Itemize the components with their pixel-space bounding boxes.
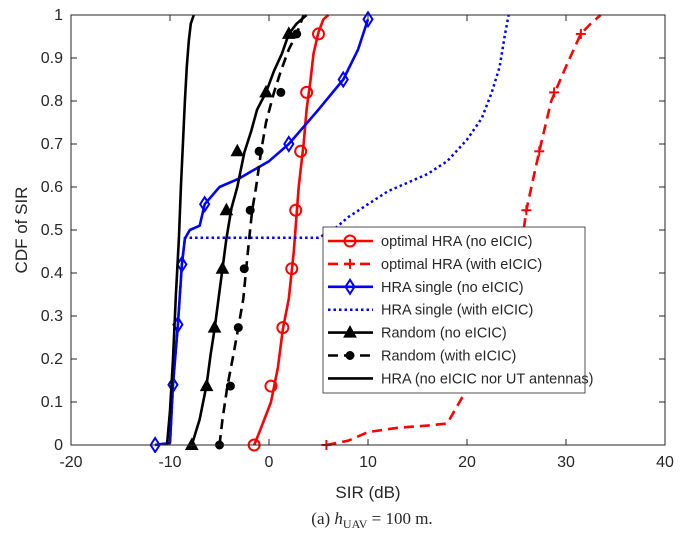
- data-point: [521, 205, 532, 216]
- data-point: [230, 143, 245, 157]
- y-tick-label: 0.2: [41, 351, 63, 368]
- data-point: [294, 144, 308, 158]
- y-tick-label: 0.1: [41, 394, 63, 411]
- x-tick-label: 40: [656, 454, 674, 471]
- data-point: [362, 10, 374, 29]
- series-line: [154, 18, 370, 447]
- data-point: [149, 436, 161, 453]
- y-tick-label: 0: [54, 437, 63, 454]
- legend-label: HRA single (no eICIC): [381, 280, 524, 296]
- legend-label: Random (with eICIC): [381, 349, 516, 365]
- data-point: [292, 29, 302, 39]
- data-point: [245, 205, 255, 215]
- legend-label: optimal HRA (no eICIC): [381, 234, 533, 250]
- data-point: [225, 381, 235, 391]
- y-tick-label: 0.6: [41, 179, 63, 196]
- y-tick-label: 0.3: [41, 308, 63, 325]
- x-tick-label: -20: [59, 454, 82, 471]
- data-point: [300, 85, 314, 99]
- legend-marker: [345, 351, 355, 360]
- data-point: [219, 202, 234, 216]
- x-tick-label: 10: [359, 454, 377, 471]
- data-point: [285, 262, 299, 276]
- series-1: [247, 14, 330, 452]
- series-line: [165, 14, 196, 446]
- data-point: [312, 27, 325, 41]
- data-point: [276, 87, 286, 97]
- series-4: [154, 14, 510, 447]
- legend-entry: optimal HRA (with eICIC): [328, 257, 542, 273]
- x-tick-label: -10: [158, 454, 181, 471]
- caption-prefix: (a): [311, 509, 334, 528]
- series-line: [218, 14, 305, 446]
- caption-subscript: UAV: [343, 517, 368, 531]
- y-tick-label: 0.9: [41, 50, 63, 67]
- data-point: [264, 379, 278, 393]
- series-7: [165, 14, 196, 446]
- data-point: [239, 264, 249, 274]
- series-line: [190, 14, 308, 446]
- legend-entry: optimal HRA (no eICIC): [328, 234, 533, 250]
- x-tick-label: 20: [458, 454, 476, 471]
- legend-entry: Random (no eICIC): [328, 325, 507, 342]
- data-point: [199, 378, 214, 392]
- series-line: [154, 14, 510, 447]
- legend-label: optimal HRA (with eICIC): [381, 257, 542, 273]
- data-point: [207, 320, 222, 333]
- legend-entry: Random (with eICIC): [328, 349, 516, 365]
- data-point: [259, 84, 273, 98]
- data-point: [233, 323, 243, 333]
- x-tick-label: 30: [557, 454, 575, 471]
- x-axis-label: SIR (dB): [335, 483, 400, 502]
- series-layer: [149, 10, 602, 453]
- legend-entry: HRA single (no eICIC): [328, 277, 524, 296]
- caption-variable: h: [334, 509, 343, 528]
- series-6: [215, 14, 305, 450]
- y-axis-label: CDF of SIR: [12, 187, 31, 274]
- data-point: [289, 203, 303, 217]
- series-5: [184, 14, 308, 450]
- y-tick-label: 0.5: [41, 222, 63, 239]
- legend-entry: HRA (no eICIC nor UT antennas): [328, 371, 594, 387]
- data-point: [534, 146, 545, 157]
- legend: optimal HRA (no eICIC) optimal HRA (with …: [322, 226, 594, 394]
- legend-marker: [345, 258, 355, 269]
- legend-marker: [343, 234, 357, 248]
- legend-label: Random (no eICIC): [381, 326, 507, 342]
- legend-marker: [344, 277, 356, 296]
- data-point: [215, 261, 230, 274]
- data-point: [281, 26, 296, 39]
- ticks-layer: -20 -10 0 10 20 30 40 0 0.1 0.2 0.3 0.4 0.5 0.6 0.7 0.8…: [41, 7, 674, 471]
- x-tick-label: 0: [265, 454, 274, 471]
- legend-entry: HRA single (with eICIC): [328, 303, 533, 319]
- data-point: [276, 321, 290, 335]
- y-tick-label: 0.7: [41, 136, 63, 153]
- y-tick-label: 0.4: [41, 265, 63, 282]
- caption-suffix: = 100 m.: [367, 509, 432, 528]
- legend-marker: [343, 325, 357, 338]
- data-point: [337, 70, 349, 89]
- data-point: [198, 195, 211, 214]
- data-point: [283, 135, 295, 153]
- figure-caption: (a) hUAV = 100 m.: [311, 509, 432, 531]
- legend-label: HRA single (with eICIC): [381, 303, 533, 319]
- data-point: [184, 437, 199, 450]
- y-tick-label: 1: [54, 7, 63, 24]
- data-point: [549, 87, 560, 98]
- data-point: [254, 146, 264, 156]
- legend-label: HRA (no eICIC nor UT antennas): [381, 371, 594, 387]
- data-point: [575, 28, 586, 39]
- y-tick-label: 0.8: [41, 93, 63, 110]
